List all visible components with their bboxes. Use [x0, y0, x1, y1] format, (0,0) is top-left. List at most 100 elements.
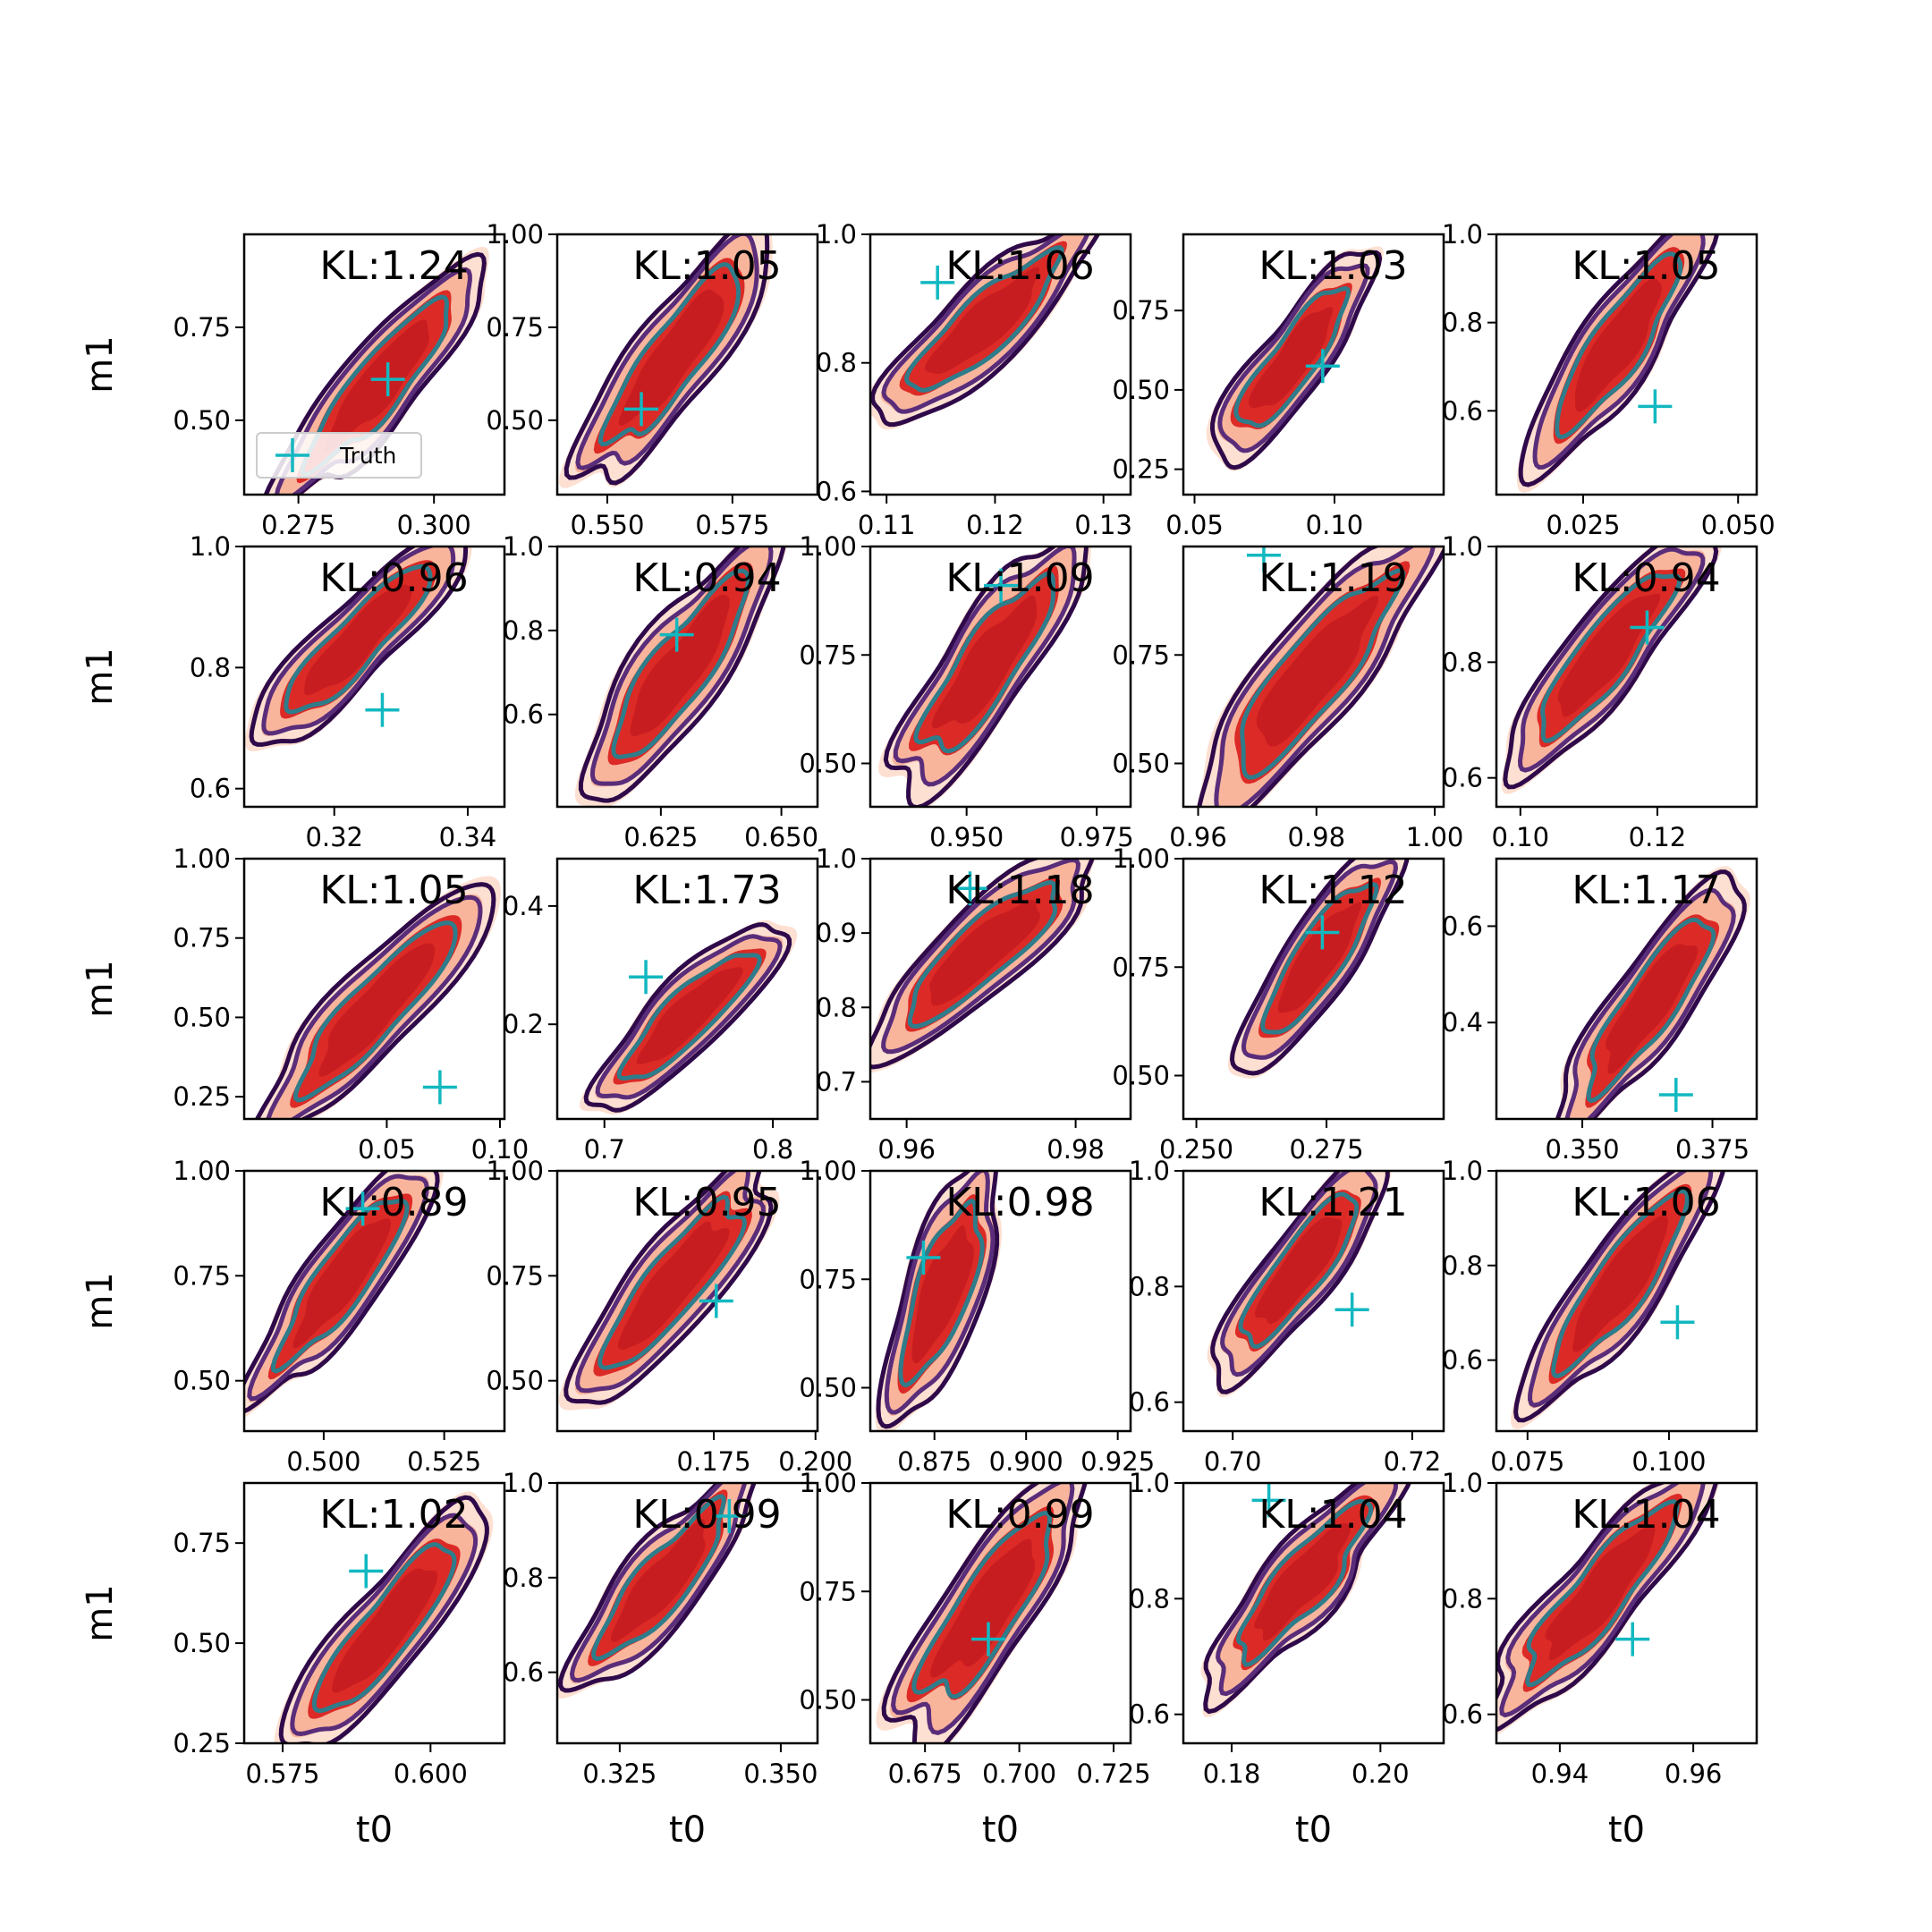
truth-marker — [1660, 1305, 1695, 1340]
y-tick-label: 0.75 — [1112, 295, 1170, 326]
density-fill-core — [292, 1218, 392, 1349]
y-tick-label: 0.6 — [1129, 1699, 1170, 1730]
contour-line-inner — [1525, 1499, 1680, 1687]
x-axis-label: t0 — [1295, 1809, 1332, 1851]
x-tick-label: 0.525 — [407, 1446, 481, 1477]
contour-line-mid — [569, 1483, 748, 1683]
y-tick-label: 0.25 — [173, 1081, 231, 1112]
legend-label: Truth — [339, 443, 396, 469]
contour-line-inner — [1233, 285, 1352, 428]
x-tick-label: 0.075 — [1490, 1446, 1564, 1477]
y-tick-label: 1.00 — [1112, 843, 1170, 874]
y-tick-label: 0.75 — [486, 1260, 544, 1291]
x-tick-label: 0.675 — [888, 1758, 962, 1789]
truth-marker — [984, 568, 1019, 603]
contour-line-outer — [1503, 547, 1719, 790]
truth-marker — [699, 1284, 733, 1318]
y-tick-label: 1.00 — [799, 1468, 857, 1498]
y-tick-label: 0.75 — [173, 312, 231, 343]
x-tick-label: 0.10 — [471, 1134, 530, 1165]
y-tick-label: 0.9 — [816, 918, 857, 948]
density-fill-core — [618, 289, 724, 426]
kl-annotation: KL:0.99 — [945, 1492, 1094, 1538]
subplot-3-4: 0.075 0.100 0.6 0.8 1.0 KL:1.06 — [1442, 1156, 1758, 1477]
contour-line-inner — [292, 920, 458, 1103]
contour-line-outer — [263, 251, 487, 495]
x-tick-label: 0.70 — [1204, 1446, 1262, 1477]
contour-line-outer — [564, 1171, 774, 1405]
kl-annotation: KL:1.73 — [632, 868, 781, 913]
axes-frame — [1495, 1169, 1758, 1433]
density-fill-core — [1277, 902, 1361, 1013]
y-tick-label: 1.00 — [486, 1156, 544, 1186]
kl-annotation: KL:1.21 — [1258, 1180, 1407, 1225]
x-tick-label: 0.550 — [570, 510, 644, 540]
contour-layers — [574, 547, 787, 807]
contour-line-inner — [907, 880, 1058, 1030]
x-tick-label: 0.025 — [1546, 510, 1620, 540]
kl-annotation: KL:0.94 — [632, 555, 781, 601]
contour-layers — [875, 1171, 1003, 1431]
x-tick-label: 0.900 — [989, 1446, 1063, 1477]
contour-line-mid — [274, 267, 472, 495]
density-fill-core — [1606, 944, 1699, 1074]
y-tick-label: 0.8 — [816, 992, 857, 1022]
y-axis-label: m1 — [80, 1272, 121, 1329]
y-tick-label: 0.8 — [1442, 308, 1483, 338]
contour-line-inner — [616, 953, 762, 1081]
contour-line-inner — [913, 571, 1055, 754]
density-fill-core — [318, 943, 436, 1077]
x-tick-label: 0.96 — [1169, 822, 1227, 852]
y-tick-label: 0.8 — [816, 348, 857, 378]
x-tick-label: 0.34 — [439, 822, 497, 852]
density-fill-core — [1256, 595, 1379, 747]
x-tick-label: 0.05 — [358, 1134, 416, 1165]
contour-line-outer — [564, 234, 770, 486]
subplot-4-0: 0.575 0.600 0.25 0.50 0.75 KL:1.02 m1 t0 — [80, 1481, 506, 1851]
y-tick-label: 0.50 — [486, 1366, 544, 1396]
subplot-3-2: 0.875 0.900 0.925 0.50 0.75 1.00 KL:0.98 — [799, 1156, 1155, 1477]
y-tick-label: 1.0 — [816, 843, 857, 874]
truth-marker — [629, 960, 664, 995]
y-tick-label: 0.2 — [503, 1009, 544, 1039]
y-tick-label: 0.50 — [799, 1685, 857, 1716]
x-tick-label: 0.725 — [1077, 1758, 1151, 1789]
kl-annotation: KL:1.09 — [945, 555, 1094, 601]
contour-line-outer — [1513, 1171, 1726, 1423]
y-tick-label: 0.8 — [1442, 647, 1483, 677]
density-fill-core — [611, 1519, 706, 1642]
y-tick-label: 1.0 — [816, 219, 857, 250]
y-tick-label: 0.50 — [173, 1366, 231, 1396]
y-tick-label: 0.6 — [503, 1657, 544, 1688]
x-tick-label: 0.650 — [744, 822, 818, 852]
x-tick-label: 0.275 — [261, 510, 335, 540]
contour-layers — [254, 876, 501, 1119]
y-tick-label: 1.00 — [173, 843, 231, 874]
axes-frame — [1495, 857, 1758, 1121]
x-tick-label: 0.300 — [397, 510, 471, 540]
y-tick-label: 0.75 — [486, 312, 544, 343]
contour-line-mid — [261, 547, 456, 736]
axes-frame — [869, 1169, 1132, 1433]
contour-layers — [876, 1483, 1088, 1743]
y-tick-label: 0.25 — [1112, 454, 1170, 485]
y-tick-label: 0.4 — [1442, 1007, 1483, 1038]
x-tick-label: 0.98 — [1288, 822, 1346, 852]
density-fill-core — [617, 1221, 730, 1350]
contour-line-inner — [597, 1194, 748, 1370]
y-axis-label: m1 — [80, 335, 121, 393]
contour-line-inner — [1235, 1499, 1374, 1667]
kl-annotation: KL:0.95 — [632, 1180, 781, 1225]
contour-layers — [559, 234, 773, 488]
truth-marker — [624, 392, 659, 427]
x-tick-label: 0.96 — [877, 1134, 936, 1165]
x-axis-label: t0 — [982, 1809, 1019, 1851]
y-tick-label: 0.25 — [173, 1728, 231, 1758]
y-tick-label: 0.6 — [190, 774, 231, 804]
kl-annotation: KL:1.17 — [1572, 868, 1720, 913]
truth-marker — [1251, 1483, 1286, 1518]
kl-annotation: KL:1.18 — [945, 868, 1094, 913]
density-fill-core — [304, 584, 411, 696]
truth-marker — [345, 1191, 380, 1226]
contour-line-inner — [1260, 882, 1379, 1035]
